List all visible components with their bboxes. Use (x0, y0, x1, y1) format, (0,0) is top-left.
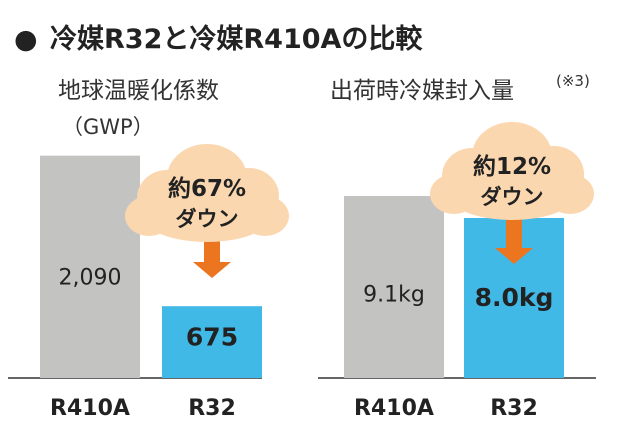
charge-value-label-r410a: 9.1kg (363, 283, 425, 308)
charge-value-label-r32: 8.0kg (475, 283, 554, 312)
gwp-chart-title: 地球温暖化係数 (58, 78, 219, 104)
charge-reduction-label: ダウン (481, 185, 544, 209)
charge-cloud-icon (430, 122, 594, 220)
heading-title: 冷媒R32と冷媒R410Aの比較 (50, 23, 423, 55)
charge-bar-r410a (344, 196, 444, 378)
charge-category-label-r32: R32 (490, 396, 538, 421)
gwp-category-label-r410a: R410A (50, 396, 130, 421)
charge-chart-title-note: (※3) (556, 72, 590, 90)
gwp-bar-r410a (40, 155, 140, 378)
gwp-cloud-icon (125, 144, 289, 242)
gwp-reduction-percent: 約67% (168, 175, 246, 202)
charge-category-label-r410a: R410A (354, 396, 434, 421)
gwp-reduction-label: ダウン (176, 207, 239, 231)
gwp-down-arrow-icon (193, 232, 231, 278)
gwp-value-label-r410a: 2,090 (59, 266, 122, 291)
charge-chart-title: 出荷時冷媒封入量 (330, 78, 514, 104)
heading-bullet: ● (14, 24, 38, 55)
gwp-bar-r32 (162, 306, 262, 378)
gwp-chart-subtitle: （GWP） (62, 115, 154, 139)
gwp-category-label-r32: R32 (188, 396, 236, 421)
gwp-value-label-r32: 675 (186, 323, 238, 352)
charge-reduction-percent: 約12% (473, 153, 551, 180)
charge-down-arrow-icon (495, 212, 533, 264)
chart-layer: 2,090 R410A 675 R32 約67% ダウン 9.1kg R410A 8.0kg R3… (8, 122, 596, 421)
